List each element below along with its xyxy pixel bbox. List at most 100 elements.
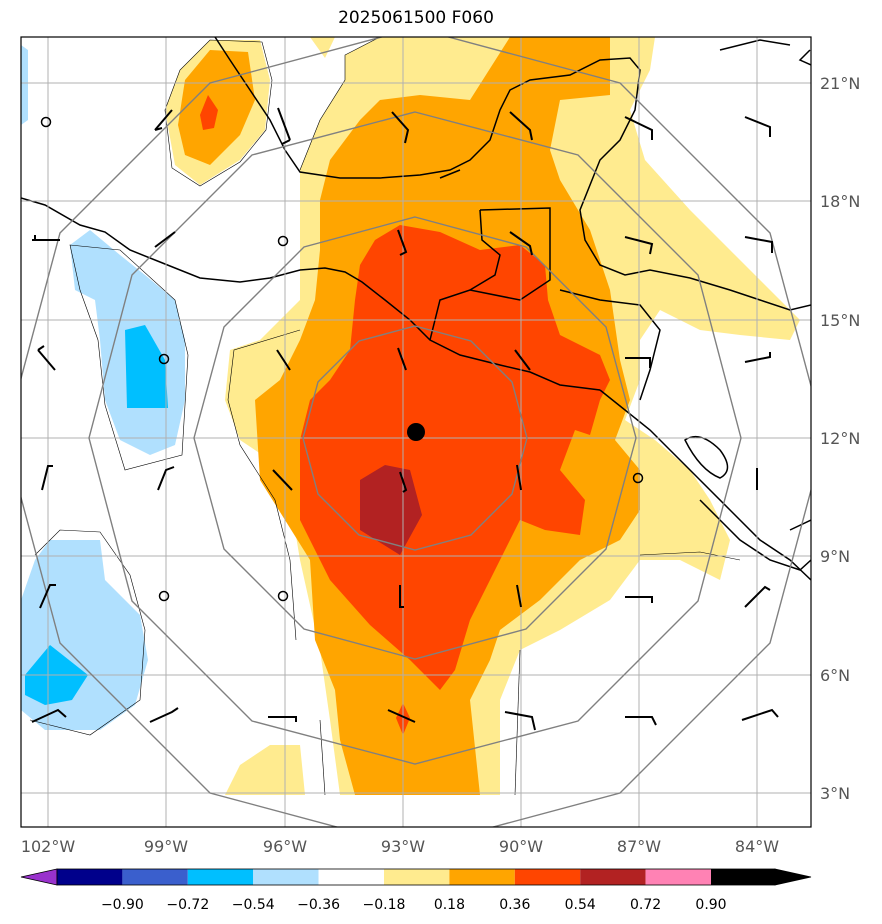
wind-barb: [41, 465, 53, 491]
colorbar-tick-label: −0.54: [232, 897, 275, 913]
lat-label: 18°N: [820, 192, 860, 211]
wind-barb: [514, 349, 531, 371]
wind-barb: [387, 709, 416, 723]
calm-circle: [158, 353, 170, 365]
colorbar-segment: [645, 869, 711, 885]
wind-barb: [399, 471, 408, 493]
colorbar-tick-label: −0.36: [297, 897, 340, 913]
lon-label: 99°W: [144, 837, 188, 856]
field-darkred-core: [360, 465, 422, 555]
wind-barb: [276, 349, 291, 371]
wind-barb: [154, 109, 173, 131]
colorbar-segment: [57, 869, 123, 885]
wind-barb: [32, 235, 60, 241]
colorbar-segment: [253, 869, 319, 885]
field-orange-nw: [178, 50, 255, 165]
field-lightblue-edge: [21, 45, 28, 125]
calm-circle: [40, 116, 52, 128]
wind-barb: [391, 111, 410, 144]
longitude-labels: 102°W 99°W 96°W 93°W 90°W 87°W 84°W: [21, 837, 779, 856]
range-ring-3: [88, 111, 742, 765]
gulf-islands: [439, 39, 811, 179]
central-america-pacific: [599, 389, 811, 581]
colorbar-extend-high: [774, 868, 812, 886]
map-area: [21, 37, 811, 827]
field-red-nw: [200, 95, 218, 130]
contours: [29, 37, 741, 796]
wind-barb: [277, 107, 291, 145]
lon-label: 102°W: [21, 837, 76, 856]
country-border-guatemala: [429, 207, 551, 341]
colorbar-segment: [514, 869, 581, 885]
lon-label: 87°W: [617, 837, 661, 856]
wind-barb: [744, 116, 771, 137]
pacific-coast-mexico: [21, 197, 601, 391]
wind-barb: [744, 236, 773, 253]
wind-barb: [625, 357, 651, 368]
wind-barb: [744, 352, 771, 363]
colorbar-outline: [56, 868, 776, 886]
latitude-labels: 21°N 18°N 15°N 12°N 9°N 6°N 3°N: [820, 74, 860, 803]
wind-barbs: [31, 107, 779, 731]
wind-barb: [516, 584, 522, 608]
map-title: 2025061500 F060: [338, 8, 494, 28]
field-yellow-top: [310, 37, 335, 58]
wind-barb: [624, 236, 654, 255]
colorbar-segment: [449, 869, 515, 885]
calm-circle: [632, 472, 644, 484]
colorbar-extend-low: [20, 868, 58, 886]
colorbar-tick-label: 0.90: [695, 897, 726, 913]
calm-circle: [277, 235, 289, 247]
storm-center-marker: [407, 423, 425, 441]
lon-label: 93°W: [381, 837, 425, 856]
wind-barb: [39, 584, 56, 609]
lat-label: 6°N: [820, 666, 850, 685]
country-border-mexico: [469, 209, 501, 291]
map-frame: [20, 36, 812, 828]
lon-label: 84°W: [735, 837, 779, 856]
colorbar-segment: [318, 869, 384, 885]
wind-barb: [31, 708, 67, 723]
lat-label: 12°N: [820, 429, 860, 448]
colorbar-segment: [187, 869, 254, 885]
colorbar-tick-label: −0.72: [166, 897, 209, 913]
gulf-coast: [214, 37, 811, 311]
wind-barb: [509, 111, 533, 141]
wind-barb: [37, 345, 56, 371]
colorbar-tick-label: −0.90: [101, 897, 144, 913]
lat-label: 3°N: [820, 784, 850, 803]
colorbar-tick-label: 0.72: [630, 897, 661, 913]
wind-barb: [149, 707, 179, 723]
lat-label: 9°N: [820, 547, 850, 566]
range-ring-1: [302, 325, 528, 551]
coastlines: [21, 37, 811, 581]
range-ring-2: [193, 216, 637, 660]
colorbar-segment: [122, 869, 188, 885]
country-border-nicaragua: [559, 289, 661, 401]
colorbar-tick-label: 0.54: [565, 897, 596, 913]
calm-circle: [277, 590, 289, 602]
field-red-main: [300, 225, 610, 690]
lat-label: 21°N: [820, 74, 860, 93]
field-blue-west: [125, 325, 168, 408]
wind-barb: [397, 229, 408, 256]
colorbar: −0.90 −0.72 −0.54 −0.36 −0.18 0.18 0.36 …: [20, 868, 812, 913]
wind-barb: [624, 116, 653, 140]
colorbar-tick-label: −0.18: [363, 897, 406, 913]
wind-barb: [625, 596, 653, 603]
lon-label: 96°W: [263, 837, 307, 856]
shading-field: [21, 37, 800, 795]
wind-barb: [272, 469, 293, 491]
calm-circle: [158, 590, 170, 602]
range-rings: [21, 37, 811, 827]
wind-barb: [157, 466, 175, 491]
wind-barb: [399, 585, 404, 608]
range-ring-4: [21, 37, 811, 827]
wind-barb: [516, 464, 522, 491]
calm-markers: [40, 116, 644, 602]
colorbar-segment: [384, 869, 450, 885]
wind-barb: [268, 716, 297, 722]
wind-barb: [509, 231, 533, 256]
lon-label: 90°W: [499, 837, 543, 856]
